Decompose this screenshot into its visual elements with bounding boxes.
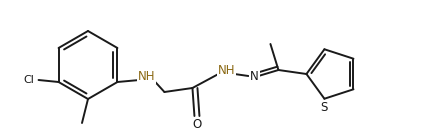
Text: NH: NH — [138, 70, 155, 84]
Text: O: O — [193, 119, 202, 131]
Text: NH: NH — [218, 63, 235, 77]
Text: N: N — [250, 70, 259, 82]
Text: S: S — [321, 101, 328, 114]
Text: Cl: Cl — [23, 75, 34, 85]
